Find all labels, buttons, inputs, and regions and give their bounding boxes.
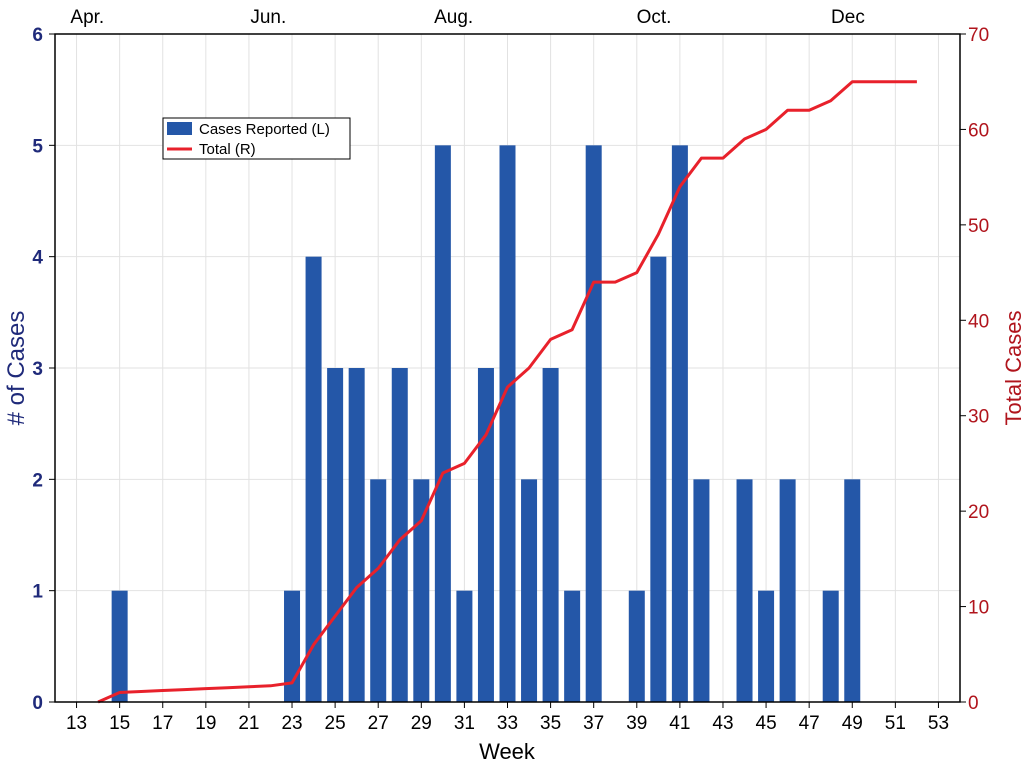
x-tick-label: 39 [626, 713, 647, 734]
right-tick-label: 10 [968, 598, 989, 619]
x-tick-label: 49 [842, 713, 863, 734]
month-label: Apr. [70, 7, 104, 28]
total-line-series [97, 80, 917, 704]
x-tick-label: 23 [281, 713, 302, 734]
bar-week-46 [779, 479, 796, 702]
legend: Cases Reported (L) Total (R) [162, 117, 351, 160]
x-tick-label: 37 [583, 713, 604, 734]
x-tick-label: 51 [885, 713, 906, 734]
bar-week-33 [499, 145, 516, 703]
bar-week-48 [822, 590, 839, 702]
month-label: Aug. [434, 7, 473, 28]
bar-week-31 [456, 590, 473, 702]
x-tick-label: 29 [411, 713, 432, 734]
bar-week-15 [111, 590, 128, 702]
left-tick-label: 3 [32, 359, 43, 380]
bar-week-37 [585, 145, 602, 703]
month-label: Jun. [250, 7, 286, 28]
bar-week-23 [284, 590, 301, 702]
x-tick-label: 19 [195, 713, 216, 734]
right-tick-label: 50 [968, 216, 989, 237]
month-label: Oct. [637, 7, 672, 28]
x-tick-label: 25 [325, 713, 346, 734]
right-y-axis-label: Total Cases [1001, 311, 1024, 426]
left-tick-label: 1 [32, 582, 43, 603]
legend-bar-label: Cases Reported (L) [199, 121, 330, 138]
bar-week-44 [736, 479, 753, 702]
x-tick-label: 53 [928, 713, 949, 734]
bar-week-40 [650, 256, 667, 702]
bar-week-27 [370, 479, 387, 702]
month-label: Dec [831, 7, 865, 28]
x-tick-label: 21 [238, 713, 259, 734]
right-tick-label: 40 [968, 311, 989, 332]
x-tick-label: 43 [712, 713, 733, 734]
x-tick-label: 13 [66, 713, 87, 734]
right-tick-label: 20 [968, 502, 989, 523]
bar-week-35 [542, 368, 559, 702]
left-tick-label: 5 [32, 136, 43, 157]
bar-week-34 [521, 479, 538, 702]
axes: 13 15 17 19 21 23 25 27 29 31 33 35 37 39 41 43 45 47 49 51… [32, 7, 989, 734]
x-tick-label: 17 [152, 713, 173, 734]
right-tick-label: 30 [968, 407, 989, 428]
left-tick-label: 0 [32, 693, 43, 714]
right-tick-label: 0 [968, 693, 979, 714]
x-tick-label: 31 [454, 713, 475, 734]
legend-bar-swatch [167, 122, 192, 135]
x-tick-label: 45 [756, 713, 777, 734]
bar-week-25 [327, 368, 344, 702]
legend-line-label: Total (R) [199, 141, 256, 158]
bar-week-24 [305, 256, 322, 702]
left-tick-label: 4 [32, 248, 43, 269]
x-tick-label: 35 [540, 713, 561, 734]
bar-series [111, 145, 861, 703]
left-tick-label: 2 [32, 470, 43, 491]
bar-week-28 [391, 368, 408, 702]
x-tick-label: 33 [497, 713, 518, 734]
bar-week-29 [413, 479, 430, 702]
left-y-axis-label: # of Cases [3, 311, 30, 426]
x-tick-label: 27 [368, 713, 389, 734]
x-tick-label: 41 [669, 713, 690, 734]
left-tick-label: 6 [32, 25, 43, 46]
bar-week-42 [693, 479, 710, 702]
bar-week-45 [758, 590, 775, 702]
bar-week-39 [628, 590, 645, 702]
bar-week-26 [348, 368, 365, 702]
x-tick-label: 15 [109, 713, 130, 734]
bar-week-41 [671, 145, 688, 703]
x-axis-label: Week [479, 739, 536, 764]
right-tick-label: 70 [968, 25, 989, 46]
total-line [97, 80, 917, 704]
bar-week-36 [564, 590, 581, 702]
bar-week-30 [434, 145, 451, 703]
bar-week-32 [477, 368, 494, 702]
right-tick-label: 60 [968, 120, 989, 141]
legend-box [162, 117, 351, 160]
x-tick-label: 47 [799, 713, 820, 734]
bar-week-49 [844, 479, 861, 702]
